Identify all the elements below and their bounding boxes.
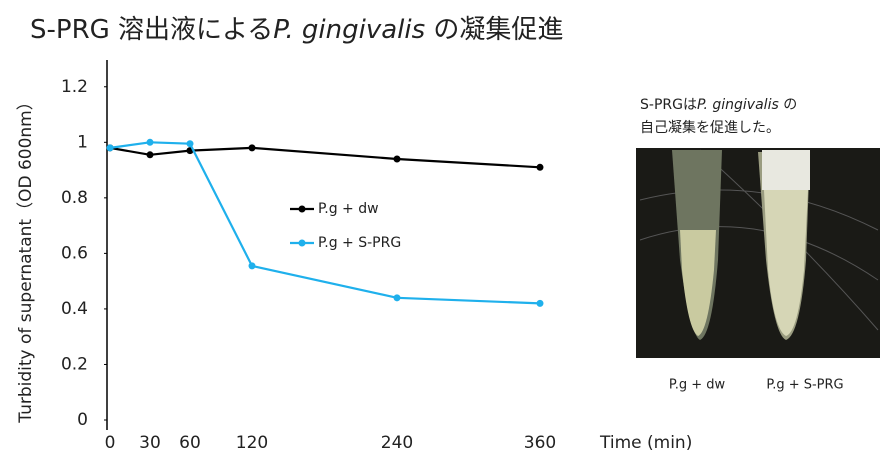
data-point [187, 140, 194, 147]
series-line [110, 142, 540, 303]
annotation: S-PRGはP. gingivalis の [640, 97, 797, 113]
x-tick-label: 240 [381, 433, 413, 453]
y-axis-label: Turbidity of supernatant（OD 600nm） [16, 93, 36, 423]
legend-marker [299, 206, 306, 213]
y-tick-label: 0.6 [61, 243, 88, 263]
annotation-part: の [779, 97, 797, 113]
legend-label: P.g + S-PRG [318, 235, 401, 251]
tube-cap [762, 150, 810, 190]
photo-bg [636, 148, 880, 358]
x-tick-label: 120 [236, 433, 268, 453]
title-part: P. gingivalis [273, 15, 425, 45]
title-part: S-PRG 溶出液による [30, 15, 273, 45]
title-part: の凝集促進 [425, 15, 563, 45]
legend-label: P.g + dw [318, 201, 379, 217]
annotation-part: P. gingivalis [697, 97, 779, 113]
y-tick-label: 1 [77, 132, 88, 152]
data-point [107, 144, 114, 151]
photo-label: P.g + S-PRG [766, 378, 843, 393]
x-tick-label: 30 [139, 433, 161, 453]
data-point [394, 155, 401, 162]
data-point [537, 300, 544, 307]
photo [636, 148, 880, 358]
y-tick-label: 0 [77, 410, 88, 430]
data-point [249, 262, 256, 269]
y-tick-label: 1.2 [61, 77, 88, 97]
x-tick-label: 360 [524, 433, 556, 453]
annotation: 自己凝集を促進した。 [640, 119, 780, 136]
legend-marker [299, 240, 306, 247]
data-point [394, 294, 401, 301]
chart: S-PRG 溶出液によるP. gingivalis の凝集促進 Turbidit… [0, 0, 882, 458]
data-point [537, 164, 544, 171]
x-axis-label: Time (min) [599, 433, 692, 453]
x-tick-label: 0 [105, 433, 116, 453]
data-point [147, 139, 154, 146]
x-tick-label: 60 [179, 433, 201, 453]
series-line [110, 148, 540, 167]
photo-label: P.g + dw [669, 378, 726, 393]
chart-title: S-PRG 溶出液によるP. gingivalis の凝集促進 [30, 15, 563, 45]
y-tick-label: 0.4 [61, 299, 88, 319]
data-point [249, 144, 256, 151]
y-tick-label: 0.2 [61, 354, 88, 374]
data-point [147, 151, 154, 158]
annotation-part: S-PRGは [640, 97, 697, 113]
y-tick-label: 0.8 [61, 188, 88, 208]
